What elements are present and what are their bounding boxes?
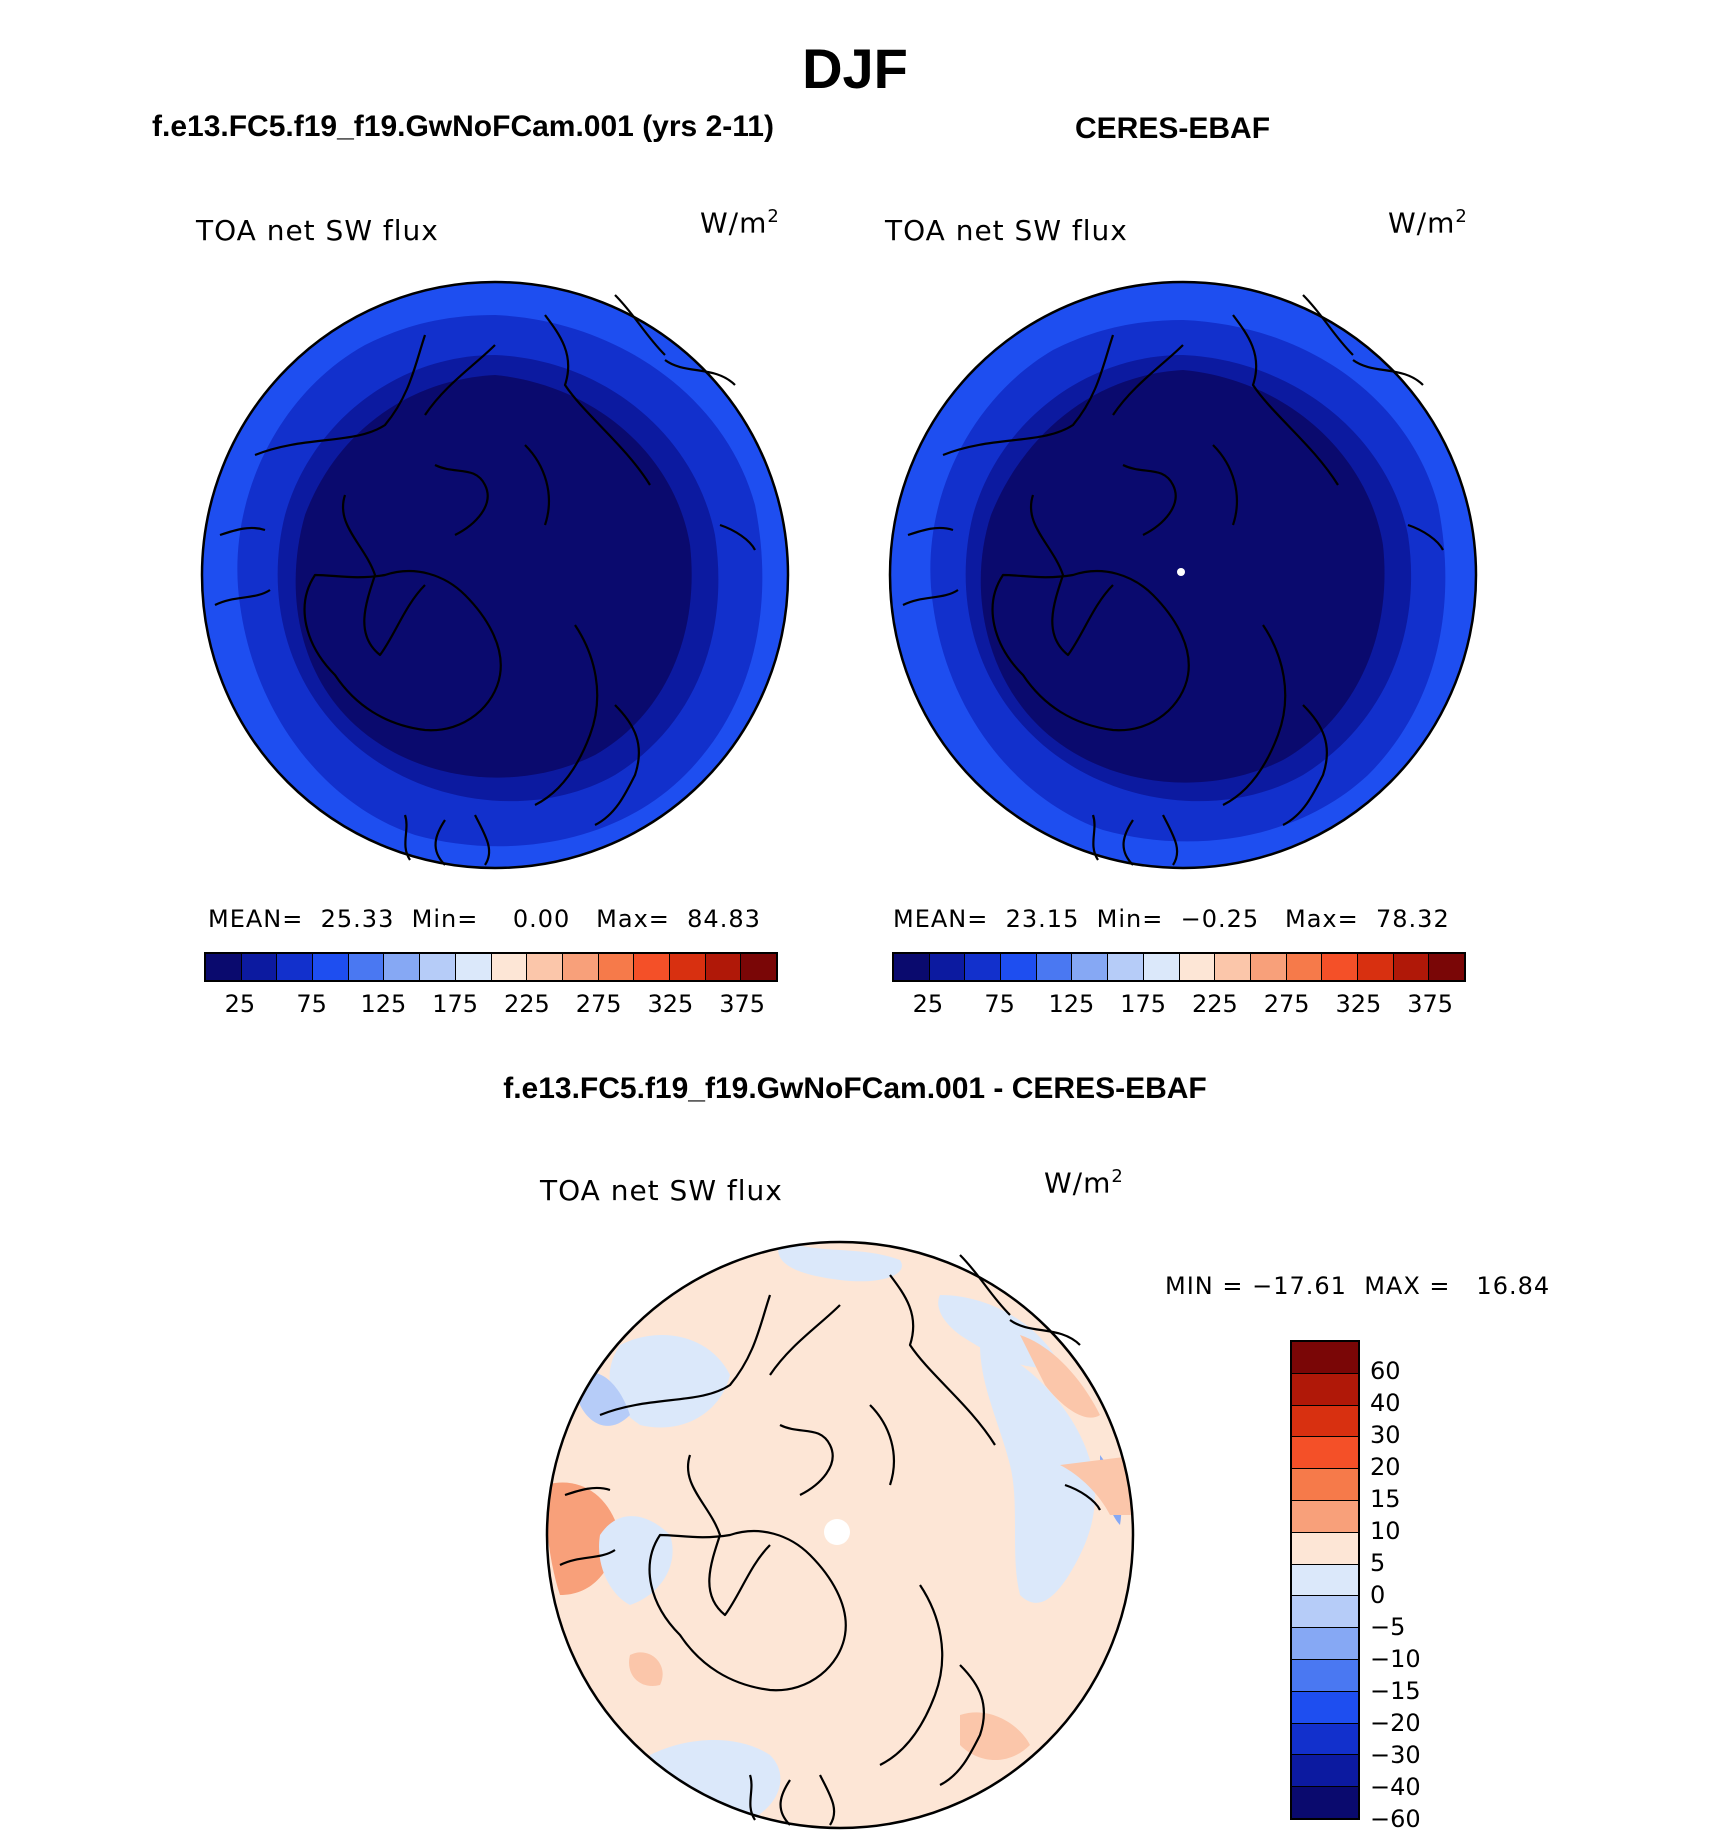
colorbar-swatch <box>1292 1787 1358 1818</box>
colorbar-swatch <box>965 954 1002 980</box>
colorbar-swatch <box>1292 1659 1358 1692</box>
colorbar-tick-label: 225 <box>1191 990 1238 1018</box>
colorbar-swatch <box>313 954 349 980</box>
colorbar-swatch <box>420 954 456 980</box>
diff-field-label: TOA net SW flux <box>540 1174 783 1207</box>
colorbar-tick-label: 25 <box>912 990 944 1018</box>
colorbar-tick-label: −20 <box>1370 1709 1421 1737</box>
colorbar-swatch <box>491 954 528 980</box>
colorbar-swatch <box>348 954 385 980</box>
model-field-label: TOA net SW flux <box>196 214 439 247</box>
obs-colorbar <box>892 952 1466 982</box>
model-polar-map <box>200 280 790 870</box>
colorbar-swatch <box>1292 1405 1358 1438</box>
model-units: W/m2 <box>700 206 780 240</box>
colorbar-swatch <box>384 954 421 980</box>
obs-field-label: TOA net SW flux <box>885 214 1128 247</box>
diff-minmax: MIN = −17.61 MAX = 16.84 <box>1165 1272 1551 1300</box>
colorbar-tick-label: 175 <box>1120 990 1167 1018</box>
colorbar-tick-label: −10 <box>1370 1645 1421 1673</box>
colorbar-tick-label: −15 <box>1370 1677 1421 1705</box>
colorbar-tick-label: 175 <box>432 990 479 1018</box>
diff-polar-map <box>545 1240 1135 1830</box>
colorbar-swatch <box>1292 1628 1358 1660</box>
colorbar-swatch <box>1292 1500 1358 1533</box>
colorbar-swatch <box>1143 954 1180 980</box>
colorbar-swatch <box>1108 954 1144 980</box>
colorbar-swatch <box>1429 954 1464 980</box>
model-colorbar <box>204 952 778 982</box>
colorbar-swatch <box>1292 1755 1358 1788</box>
colorbar-tick-label: 75 <box>984 990 1015 1018</box>
diff-colorbar <box>1290 1340 1360 1820</box>
colorbar-swatch <box>1292 1596 1358 1629</box>
colorbar-tick-label: −40 <box>1370 1773 1421 1801</box>
colorbar-swatch <box>1357 954 1394 980</box>
colorbar-swatch <box>1072 954 1109 980</box>
colorbar-tick-label: 375 <box>719 990 766 1018</box>
diff-units: W/m2 <box>1044 1166 1124 1200</box>
colorbar-tick-label: 30 <box>1370 1421 1401 1449</box>
colorbar-swatch <box>206 954 242 980</box>
colorbar-swatch <box>1215 954 1251 980</box>
colorbar-swatch <box>705 954 742 980</box>
colorbar-tick-label: 125 <box>1048 990 1095 1018</box>
colorbar-swatch <box>1179 954 1216 980</box>
colorbar-swatch <box>929 954 966 980</box>
colorbar-tick-label: 10 <box>1370 1517 1401 1545</box>
colorbar-tick-label: 15 <box>1370 1485 1401 1513</box>
model-panel-header: f.e13.FC5.f19_f19.GwNoFCam.001 (yrs 2-11… <box>152 110 774 143</box>
colorbar-tick-label: 275 <box>1263 990 1310 1018</box>
obs-units: W/m2 <box>1388 206 1468 240</box>
colorbar-swatch <box>1292 1691 1358 1724</box>
colorbar-swatch <box>1036 954 1073 980</box>
colorbar-swatch <box>1292 1342 1358 1374</box>
obs-stats: MEAN= 23.15 Min= −0.25 Max= 78.32 <box>893 905 1450 933</box>
colorbar-swatch <box>1292 1373 1358 1406</box>
colorbar-tick-label: 75 <box>296 990 327 1018</box>
page-title: DJF <box>802 37 908 100</box>
colorbar-tick-label: 125 <box>360 990 407 1018</box>
colorbar-tick-label: 325 <box>1335 990 1382 1018</box>
colorbar-tick-label: 375 <box>1407 990 1454 1018</box>
obs-panel-header: CERES-EBAF <box>1075 112 1271 145</box>
colorbar-tick-label: −60 <box>1370 1805 1421 1833</box>
colorbar-swatch <box>669 954 706 980</box>
colorbar-swatch <box>894 954 930 980</box>
model-stats: MEAN= 25.33 Min= 0.00 Max= 84.83 <box>208 905 761 933</box>
obs-polar-map <box>888 280 1478 870</box>
colorbar-tick-label: 275 <box>575 990 622 1018</box>
colorbar-swatch <box>1001 954 1037 980</box>
colorbar-tick-label: 20 <box>1370 1453 1401 1481</box>
colorbar-swatch <box>562 954 599 980</box>
colorbar-tick-label: −5 <box>1370 1613 1406 1641</box>
colorbar-tick-label: 60 <box>1370 1357 1401 1385</box>
colorbar-swatch <box>1250 954 1287 980</box>
colorbar-swatch <box>277 954 314 980</box>
colorbar-swatch <box>1292 1564 1358 1597</box>
colorbar-swatch <box>634 954 670 980</box>
colorbar-swatch <box>598 954 635 980</box>
colorbar-swatch <box>1292 1723 1358 1756</box>
colorbar-swatch <box>1292 1469 1358 1501</box>
colorbar-tick-label: 225 <box>503 990 550 1018</box>
colorbar-tick-label: 25 <box>224 990 256 1018</box>
diff-panel-header: f.e13.FC5.f19_f19.GwNoFCam.001 - CERES-E… <box>503 1072 1207 1105</box>
colorbar-tick-label: 5 <box>1370 1549 1386 1577</box>
colorbar-tick-label: 0 <box>1370 1581 1386 1609</box>
colorbar-tick-label: 325 <box>647 990 694 1018</box>
colorbar-tick-label: −30 <box>1370 1741 1421 1769</box>
colorbar-swatch <box>455 954 492 980</box>
colorbar-swatch <box>1322 954 1358 980</box>
colorbar-swatch <box>1393 954 1430 980</box>
colorbar-swatch <box>527 954 563 980</box>
colorbar-swatch <box>1292 1532 1358 1565</box>
colorbar-swatch <box>741 954 776 980</box>
colorbar-swatch <box>1286 954 1323 980</box>
colorbar-swatch <box>241 954 278 980</box>
colorbar-swatch <box>1292 1437 1358 1470</box>
colorbar-tick-label: 40 <box>1370 1389 1401 1417</box>
